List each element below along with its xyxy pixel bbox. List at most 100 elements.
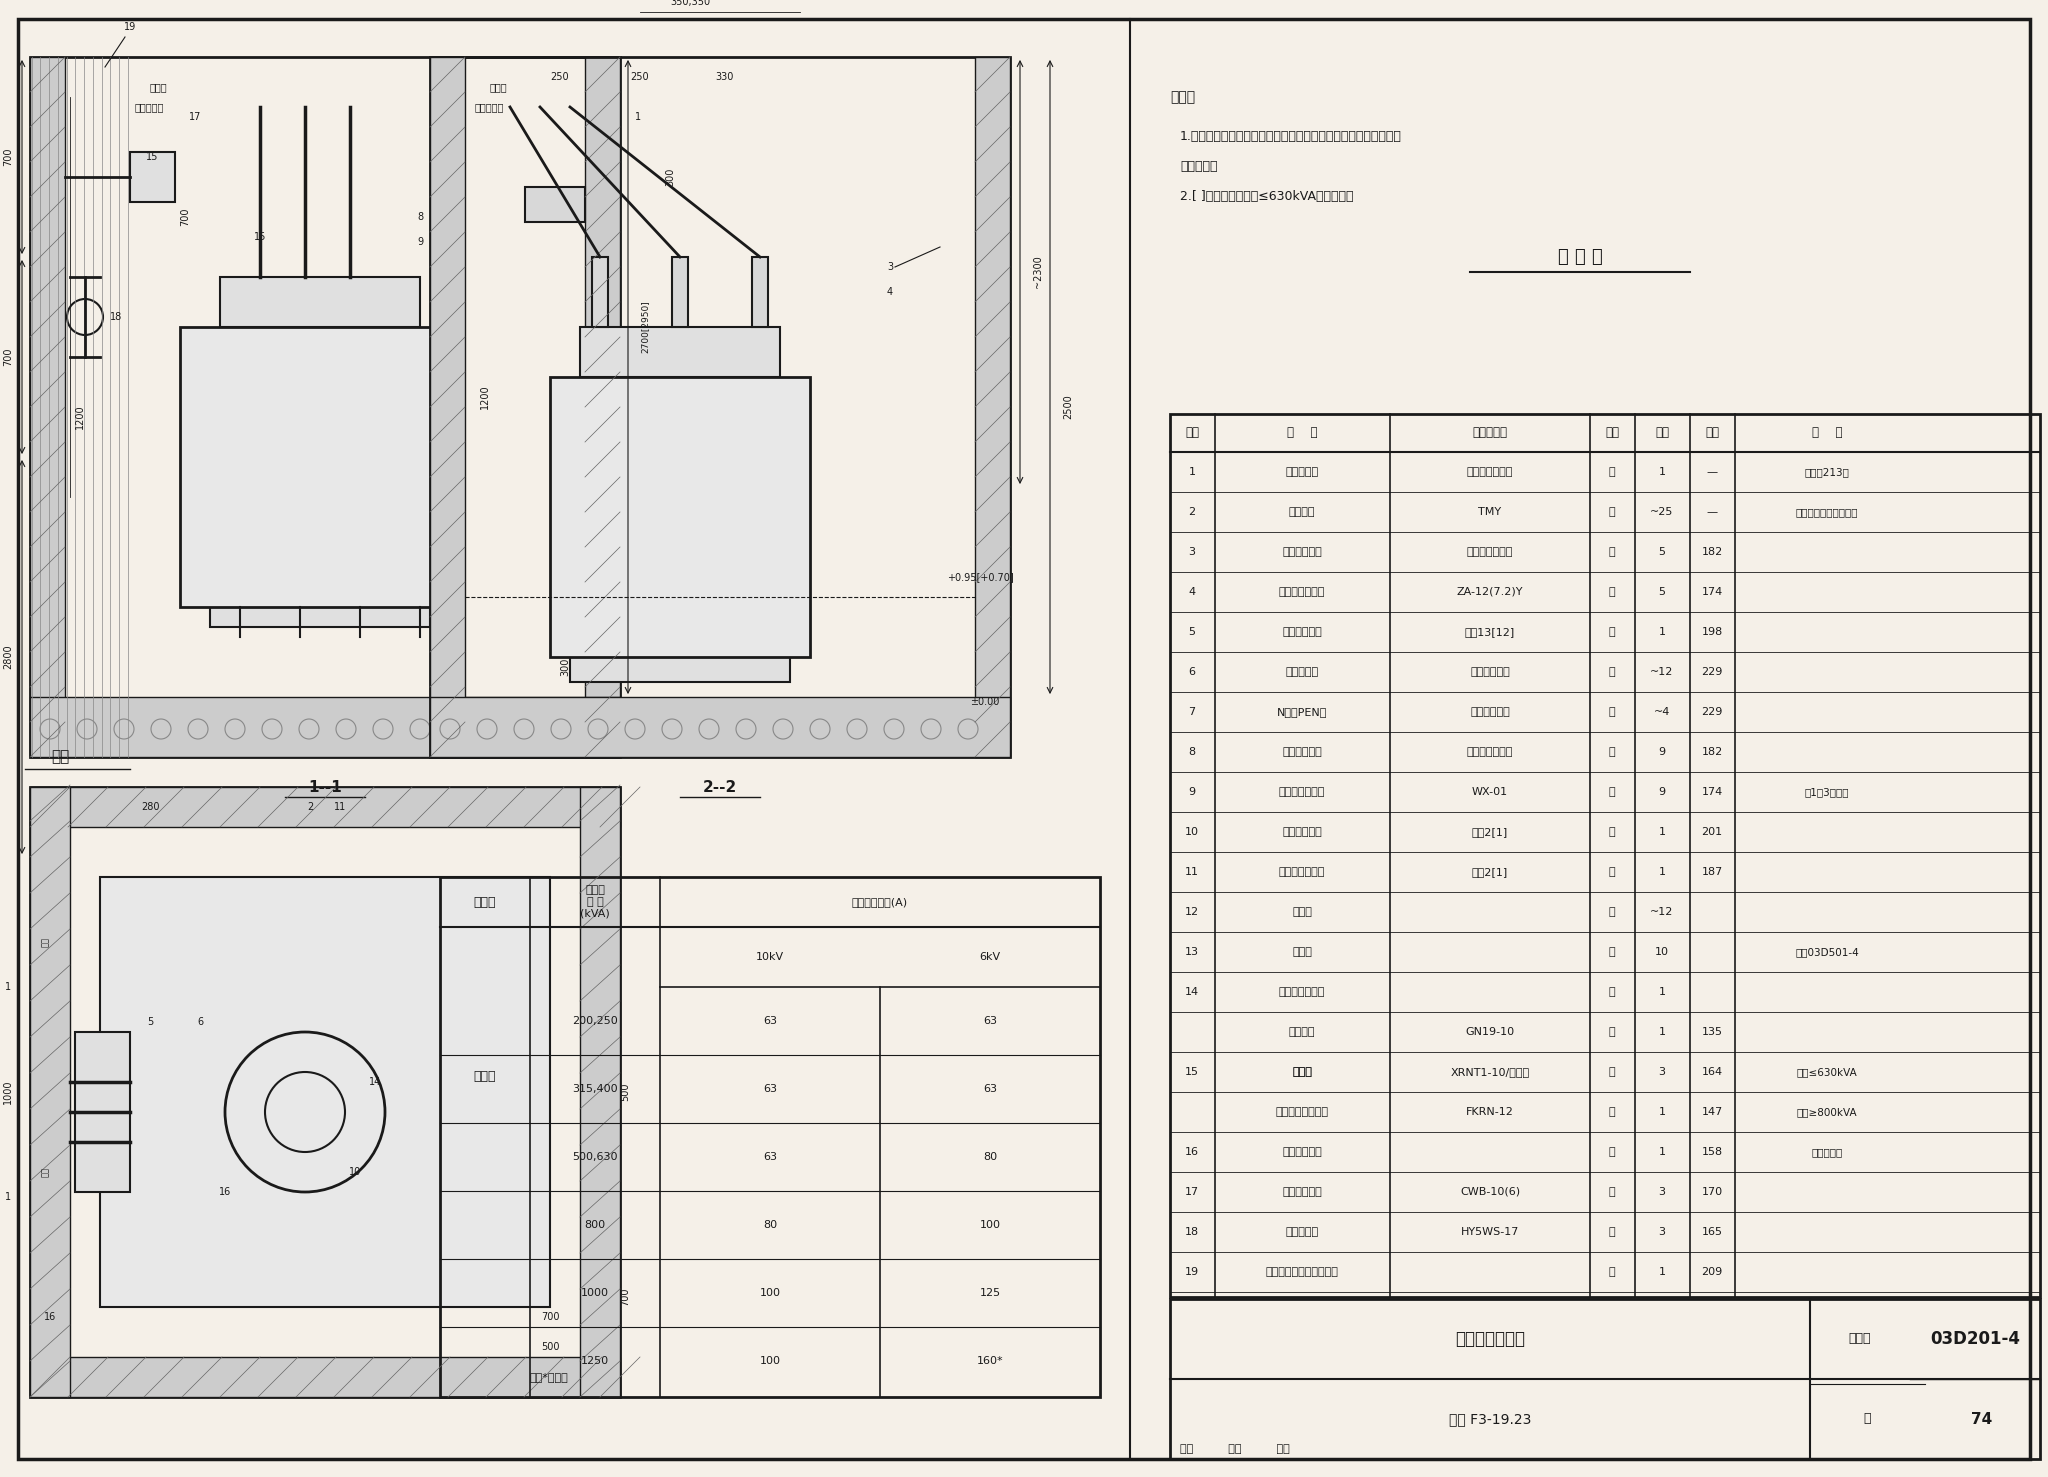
Text: 高压支柱绶缘子: 高压支柱绶缘子	[1278, 586, 1325, 597]
Text: 200,250: 200,250	[571, 1016, 618, 1027]
Text: 1: 1	[1659, 867, 1665, 877]
Text: 182: 182	[1702, 747, 1722, 758]
Text: 台: 台	[1608, 1027, 1616, 1037]
Text: 5: 5	[1188, 628, 1196, 637]
Text: 主接线: 主接线	[473, 1071, 496, 1084]
Text: 229: 229	[1702, 707, 1722, 716]
Text: 500: 500	[541, 1343, 559, 1351]
Text: 500: 500	[621, 1083, 631, 1102]
Text: 页次: 页次	[1706, 427, 1718, 440]
Text: 米: 米	[1608, 907, 1616, 917]
Text: 4: 4	[887, 287, 893, 297]
Text: 2--2: 2--2	[702, 780, 737, 795]
Text: 8: 8	[1188, 747, 1196, 758]
Text: 1: 1	[1659, 1106, 1665, 1117]
Text: 熔断器: 熔断器	[1292, 1066, 1313, 1077]
Text: 9: 9	[1188, 787, 1196, 798]
Text: 平面: 平面	[51, 749, 70, 765]
Bar	[31, 58, 621, 758]
Text: 高压母线支架: 高压母线支架	[1282, 628, 1321, 637]
Text: 变压器
容 量
(kVA): 变压器 容 量 (kVA)	[580, 885, 610, 919]
Text: 198: 198	[1702, 628, 1722, 637]
Text: 6: 6	[1188, 668, 1196, 676]
Text: 125: 125	[979, 1288, 1001, 1298]
Text: 3: 3	[1659, 1188, 1665, 1196]
Text: 个: 个	[1608, 586, 1616, 597]
Text: 型式13[12]: 型式13[12]	[1464, 628, 1516, 637]
Text: 接地见213页: 接地见213页	[1804, 467, 1849, 477]
Text: 台: 台	[1608, 467, 1616, 477]
Text: 700: 700	[2, 347, 12, 366]
Text: 按母线截面确定: 按母线截面确定	[1466, 546, 1513, 557]
Text: 6kV: 6kV	[979, 953, 1001, 962]
Bar	[76, 1032, 129, 1192]
Text: 5: 5	[147, 1018, 154, 1027]
Text: 1: 1	[4, 1192, 10, 1202]
Text: 个: 个	[1608, 1227, 1616, 1238]
Text: ~2300: ~2300	[1032, 256, 1042, 288]
Text: 台: 台	[1608, 1148, 1616, 1156]
Text: 熔断器: 熔断器	[1292, 1066, 1313, 1077]
Text: 单位: 单位	[1606, 427, 1620, 440]
Text: 型式2[1]: 型式2[1]	[1473, 827, 1507, 837]
Text: FKRN-12: FKRN-12	[1466, 1106, 1513, 1117]
Text: 14: 14	[1186, 987, 1198, 997]
Bar	[180, 326, 461, 607]
Text: 设计确定。: 设计确定。	[1180, 161, 1217, 173]
Text: 10kV: 10kV	[756, 953, 784, 962]
Text: 13: 13	[1186, 947, 1198, 957]
Text: 135: 135	[1702, 1027, 1722, 1037]
Text: XRNT1-10/见附表: XRNT1-10/见附表	[1450, 1066, 1530, 1077]
Text: 500,630: 500,630	[571, 1152, 618, 1162]
Text: 说明: 说明	[41, 1167, 49, 1177]
Text: 1.側墙上高压穿墙套管安装孔及低压母线出线孔的平面位置由工程: 1.側墙上高压穿墙套管安装孔及低压母线出线孔的平面位置由工程	[1180, 130, 1403, 143]
Text: 付: 付	[1608, 546, 1616, 557]
Text: 11: 11	[334, 802, 346, 812]
Text: 9: 9	[418, 236, 424, 247]
Bar	[580, 326, 780, 377]
Text: 主接线: 主接线	[473, 895, 496, 908]
Bar	[31, 787, 621, 1397]
Text: 3: 3	[887, 261, 893, 272]
Bar	[440, 877, 1100, 1397]
Text: ~25: ~25	[1651, 507, 1673, 517]
Text: 12: 12	[1186, 907, 1198, 917]
Text: 扨1猀3页装配: 扨1猀3页装配	[1804, 787, 1849, 798]
Text: 1250: 1250	[582, 1356, 608, 1366]
Bar	[211, 597, 430, 628]
Text: 1200: 1200	[479, 384, 489, 409]
Text: 10: 10	[1655, 947, 1669, 957]
Text: 图集号: 图集号	[1849, 1332, 1872, 1346]
Text: 165: 165	[1702, 1227, 1722, 1238]
Text: 16: 16	[219, 1188, 231, 1196]
Text: 电车线路绶缘子: 电车线路绶缘子	[1278, 787, 1325, 798]
Text: 个: 个	[1608, 1188, 1616, 1196]
Text: 6: 6	[197, 1018, 203, 1027]
Text: 备    注: 备 注	[1812, 427, 1843, 440]
Text: 名    称: 名 称	[1286, 427, 1317, 440]
Text: 户外穿墙套管: 户外穿墙套管	[1282, 1188, 1321, 1196]
Text: 63: 63	[764, 1152, 776, 1162]
Text: 电力变压器: 电力变压器	[1286, 467, 1319, 477]
Text: 1200: 1200	[76, 405, 86, 430]
Text: 1: 1	[1659, 1267, 1665, 1278]
Text: 审核          校对          设计: 审核 校对 设计	[1180, 1445, 1325, 1453]
Text: 由工程设计确定: 由工程设计确定	[1466, 467, 1513, 477]
Text: —: —	[1706, 507, 1718, 517]
Text: GN19-10: GN19-10	[1466, 1027, 1516, 1037]
Text: 350,350: 350,350	[670, 0, 711, 7]
Bar	[129, 152, 174, 202]
Text: 套: 套	[1608, 867, 1616, 877]
Text: 1: 1	[1659, 467, 1665, 477]
Text: 74: 74	[1972, 1412, 1993, 1427]
Text: 19: 19	[1186, 1267, 1198, 1278]
Text: 80: 80	[983, 1152, 997, 1162]
Text: 3: 3	[1659, 1227, 1665, 1238]
Text: 158: 158	[1702, 1148, 1722, 1156]
Bar	[1169, 1298, 2040, 1459]
Text: 250: 250	[631, 72, 649, 83]
Text: 11: 11	[1186, 867, 1198, 877]
Text: 17: 17	[188, 112, 201, 123]
Text: ~12: ~12	[1651, 668, 1673, 676]
Text: 8: 8	[418, 213, 424, 222]
